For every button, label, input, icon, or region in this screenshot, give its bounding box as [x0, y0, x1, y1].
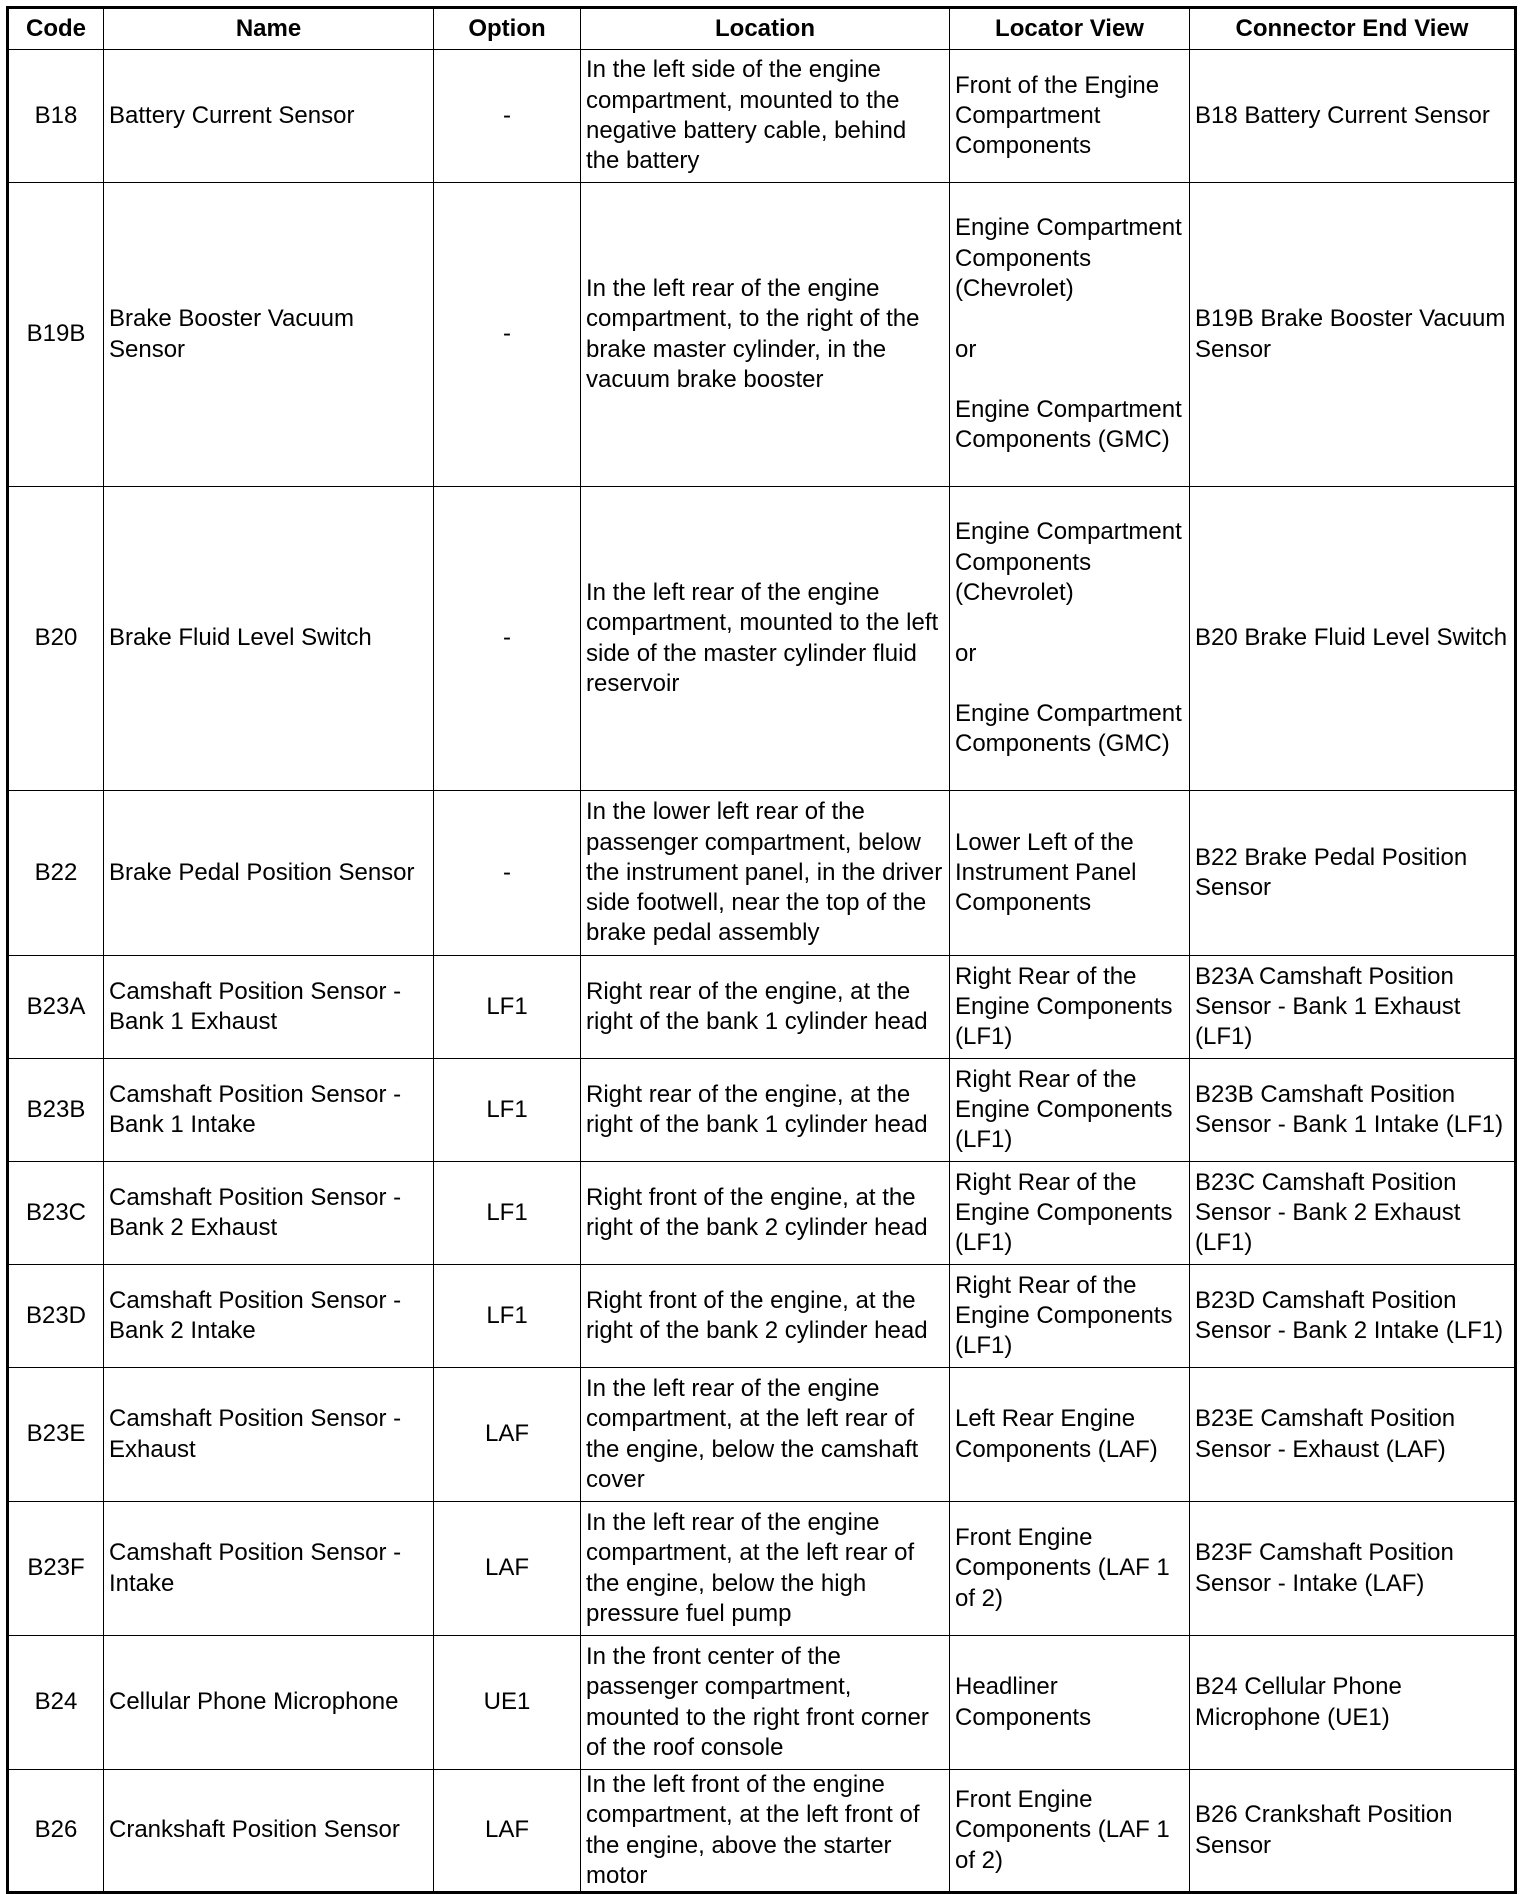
option-cell: -: [433, 182, 581, 487]
header-row: Code Name Option Location Locator View C…: [7, 7, 1516, 50]
locator-view-cell: Headliner Components: [949, 1635, 1190, 1770]
locator-view-cell: Right Rear of the Engine Components (LF1…: [949, 1161, 1190, 1265]
header-locator-view: Locator View: [949, 7, 1190, 50]
table-row: B18 Battery Current Sensor - In the left si…: [7, 49, 1516, 183]
name-cell: Camshaft Position Sensor - Bank 1 Intake: [103, 1058, 434, 1162]
connector-end-view-cell: B23F Camshaft Position Sensor - Intake (…: [1189, 1501, 1516, 1636]
table-row: B23B Camshaft Position Sensor - Bank 1 In…: [7, 1058, 1516, 1162]
connector-end-view-cell: B19B Brake Booster Vacuum Sensor: [1189, 182, 1516, 487]
header-location: Location: [580, 7, 950, 50]
table-row: B23D Camshaft Position Sensor - Bank 2 In…: [7, 1264, 1516, 1368]
table-row: B20 Brake Fluid Level Switch - In the left …: [7, 486, 1516, 791]
code-cell: B23D: [7, 1264, 104, 1368]
name-cell: Brake Pedal Position Sensor: [103, 790, 434, 956]
connector-end-view-cell: B23E Camshaft Position Sensor - Exhaust …: [1189, 1367, 1516, 1502]
connector-end-view-cell: B23D Camshaft Position Sensor - Bank 2 I…: [1189, 1264, 1516, 1368]
location-cell: In the left front of the engine compartm…: [580, 1768, 950, 1894]
connector-end-view-cell: B20 Brake Fluid Level Switch: [1189, 486, 1516, 791]
option-cell: -: [433, 790, 581, 956]
locator-view-cell: Engine Compartment Components (Chevrolet…: [949, 182, 1190, 487]
code-cell: B23C: [7, 1161, 104, 1265]
location-cell: In the lower left rear of the passenger …: [580, 790, 950, 956]
connector-end-view-cell: B26 Crankshaft Position Sensor: [1189, 1768, 1516, 1894]
locator-view-cell: Front of the Engine Compartment Componen…: [949, 49, 1190, 183]
header-connector-end-view: Connector End View: [1189, 7, 1516, 50]
name-cell: Camshaft Position Sensor - Exhaust: [103, 1367, 434, 1502]
code-cell: B23F: [7, 1501, 104, 1636]
option-cell: UE1: [433, 1635, 581, 1770]
option-cell: LF1: [433, 1264, 581, 1368]
table-row: B23C Camshaft Position Sensor - Bank 2 Ex…: [7, 1161, 1516, 1265]
code-cell: B23B: [7, 1058, 104, 1162]
table-row: B23F Camshaft Position Sensor - Intake LAF…: [7, 1501, 1516, 1636]
table-row: B23A Camshaft Position Sensor - Bank 1 Ex…: [7, 955, 1516, 1059]
connector-end-view-cell: B23A Camshaft Position Sensor - Bank 1 E…: [1189, 955, 1516, 1059]
connector-end-view-cell: B24 Cellular Phone Microphone (UE1): [1189, 1635, 1516, 1770]
connector-end-view-cell: B23C Camshaft Position Sensor - Bank 2 E…: [1189, 1161, 1516, 1265]
locator-view-cell: Front Engine Components (LAF 1 of 2): [949, 1768, 1190, 1894]
location-cell: In the front center of the passenger com…: [580, 1635, 950, 1770]
name-cell: Crankshaft Position Sensor: [103, 1768, 434, 1894]
option-cell: -: [433, 486, 581, 791]
name-cell: Camshaft Position Sensor - Bank 1 Exhaus…: [103, 955, 434, 1059]
code-cell: B24: [7, 1635, 104, 1770]
location-cell: In the left rear of the engine compartme…: [580, 182, 950, 487]
name-cell: Camshaft Position Sensor - Bank 2 Exhaus…: [103, 1161, 434, 1265]
code-cell: B19B: [7, 182, 104, 487]
code-cell: B20: [7, 486, 104, 791]
location-cell: In the left rear of the engine compartme…: [580, 486, 950, 791]
location-cell: In the left rear of the engine compartme…: [580, 1501, 950, 1636]
option-cell: LAF: [433, 1768, 581, 1894]
locator-view-cell: Engine Compartment Components (Chevrolet…: [949, 486, 1190, 791]
locator-view-cell: Left Rear Engine Components (LAF): [949, 1367, 1190, 1502]
locator-view-cell: Right Rear of the Engine Components (LF1…: [949, 955, 1190, 1059]
locator-view-cell: Lower Left of the Instrument Panel Compo…: [949, 790, 1190, 956]
table-row: B19B Brake Booster Vacuum Sensor - In the l…: [7, 182, 1516, 487]
option-cell: LAF: [433, 1501, 581, 1636]
connector-end-view-cell: B23B Camshaft Position Sensor - Bank 1 I…: [1189, 1058, 1516, 1162]
name-cell: Battery Current Sensor: [103, 49, 434, 183]
code-cell: B23A: [7, 955, 104, 1059]
name-cell: Brake Fluid Level Switch: [103, 486, 434, 791]
location-cell: Right front of the engine, at the right …: [580, 1264, 950, 1368]
name-cell: Brake Booster Vacuum Sensor: [103, 182, 434, 487]
option-cell: LF1: [433, 1058, 581, 1162]
table-row: B24 Cellular Phone Microphone UE1 In the fr…: [7, 1635, 1516, 1770]
header-name: Name: [103, 7, 434, 50]
location-cell: Right rear of the engine, at the right o…: [580, 955, 950, 1059]
name-cell: Cellular Phone Microphone: [103, 1635, 434, 1770]
table-row: B23E Camshaft Position Sensor - Exhaust LA…: [7, 1367, 1516, 1502]
code-cell: B26: [7, 1768, 104, 1894]
location-cell: In the left rear of the engine compartme…: [580, 1367, 950, 1502]
locator-view-cell: Right Rear of the Engine Components (LF1…: [949, 1264, 1190, 1368]
locator-view-cell: Right Rear of the Engine Components (LF1…: [949, 1058, 1190, 1162]
table-row: B22 Brake Pedal Position Sensor - In the lo…: [7, 790, 1516, 956]
table-row: B26 Crankshaft Position Sensor LAF In the l…: [7, 1768, 1516, 1894]
location-cell: Right front of the engine, at the right …: [580, 1161, 950, 1265]
name-cell: Camshaft Position Sensor - Intake: [103, 1501, 434, 1636]
location-cell: In the left side of the engine compartme…: [580, 49, 950, 183]
code-cell: B22: [7, 790, 104, 956]
option-cell: -: [433, 49, 581, 183]
name-cell: Camshaft Position Sensor - Bank 2 Intake: [103, 1264, 434, 1368]
locator-view-cell: Front Engine Components (LAF 1 of 2): [949, 1501, 1190, 1636]
connector-end-view-cell: B22 Brake Pedal Position Sensor: [1189, 790, 1516, 956]
component-locator-table: Code Name Option Location Locator View C…: [6, 6, 1517, 1894]
location-cell: Right rear of the engine, at the right o…: [580, 1058, 950, 1162]
code-cell: B23E: [7, 1367, 104, 1502]
option-cell: LAF: [433, 1367, 581, 1502]
option-cell: LF1: [433, 955, 581, 1059]
code-cell: B18: [7, 49, 104, 183]
connector-end-view-cell: B18 Battery Current Sensor: [1189, 49, 1516, 183]
header-option: Option: [433, 7, 581, 50]
option-cell: LF1: [433, 1161, 581, 1265]
header-code: Code: [7, 7, 104, 50]
